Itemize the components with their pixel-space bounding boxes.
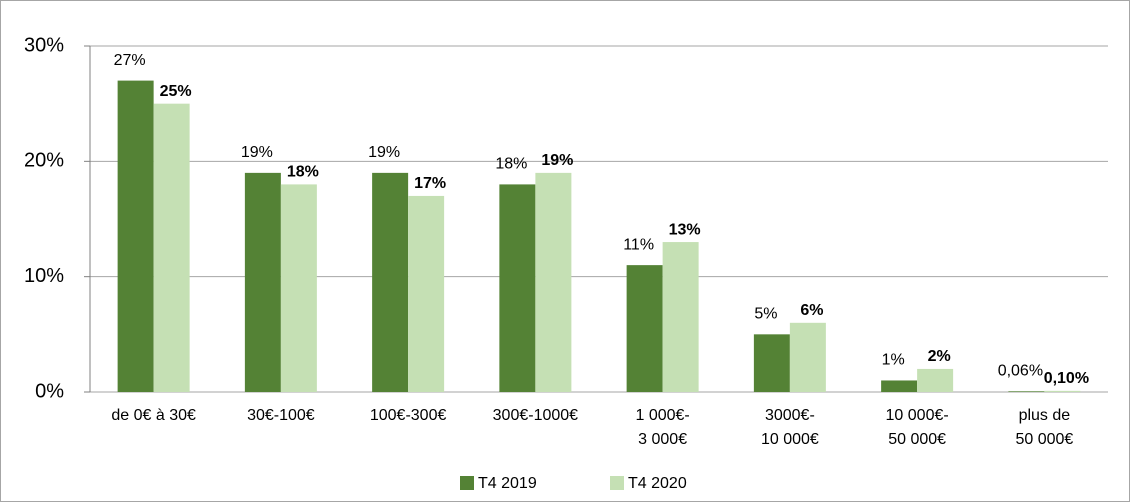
y-tick-label: 30% [24, 34, 64, 56]
data-label: 1% [882, 352, 905, 369]
x-tick-label: 300€-1000€ [492, 407, 579, 424]
x-tick-label: 3000€- 10 000€ [760, 407, 819, 448]
bar [244, 172, 281, 392]
data-label: 18% [495, 156, 527, 173]
x-tick-label: de 0€ à 30€ [111, 407, 196, 424]
bar [662, 242, 699, 392]
bar [753, 334, 790, 392]
bar [1008, 391, 1045, 392]
bar [917, 368, 954, 392]
bar [535, 172, 572, 392]
bar [499, 184, 536, 392]
data-label: 17% [414, 175, 446, 192]
data-label: 2% [928, 348, 951, 365]
data-label: 13% [669, 221, 701, 238]
bar [789, 322, 826, 392]
legend-label: T4 2019 [478, 475, 537, 492]
bar [153, 103, 190, 393]
data-label: 0,10% [1044, 370, 1089, 387]
data-label: 27% [114, 52, 146, 69]
data-label: 25% [160, 83, 192, 100]
bar [626, 265, 663, 392]
data-label: 19% [241, 144, 273, 161]
x-tick-label: 30€-100€ [247, 407, 315, 424]
legend-swatch [610, 476, 624, 490]
data-label: 19% [541, 152, 573, 169]
bar [1044, 390, 1081, 392]
bar [881, 380, 918, 392]
data-label: 11% [623, 236, 654, 253]
bar [372, 172, 409, 392]
data-label: 0,06% [998, 363, 1043, 380]
bar [408, 195, 445, 392]
x-tick-label: 10 000€- 50 000€ [885, 407, 949, 448]
data-label: 19% [368, 144, 400, 161]
legend-swatch [460, 476, 474, 490]
x-tick-label: 100€-300€ [369, 407, 447, 424]
y-tick-label: 0% [35, 380, 64, 402]
legend-label: T4 2020 [628, 475, 687, 492]
data-label: 6% [800, 302, 823, 319]
y-tick-label: 10% [24, 265, 64, 287]
bar [280, 184, 317, 392]
bar [117, 80, 154, 392]
data-label: 5% [754, 306, 777, 323]
data-label: 18% [287, 164, 319, 181]
x-tick-label: plus de 50 000€ [1015, 407, 1074, 448]
y-tick-label: 20% [24, 150, 64, 172]
x-tick-label: 1 000€- 3 000€ [635, 407, 690, 448]
